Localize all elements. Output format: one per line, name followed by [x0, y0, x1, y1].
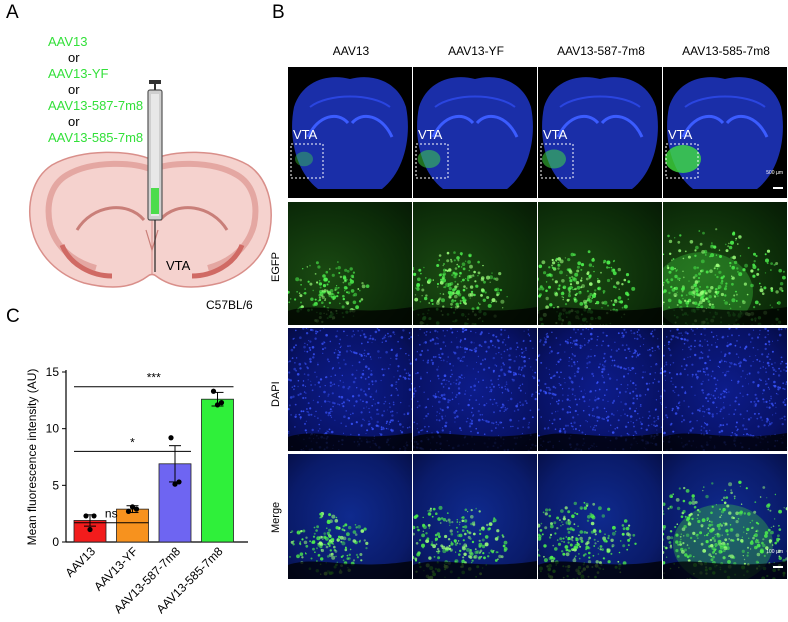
brain-section-2: VTA	[413, 67, 537, 198]
merge-image-3	[538, 454, 662, 579]
panel-label-c: C	[6, 306, 20, 327]
bar	[201, 398, 234, 543]
column-header-aav13-585: AAV13-585-7m8	[682, 44, 770, 58]
y-axis-label: Mean fluorescence intensity (AU)	[25, 369, 39, 546]
scale-bar-label: 100 µm	[766, 549, 783, 555]
panel-label-b: B	[272, 2, 285, 23]
row-label-egfp: EGFP	[270, 252, 282, 282]
merge-image-4: 100 µm	[663, 454, 787, 579]
vector-label-aav13: AAV13	[48, 34, 88, 49]
vector-label-aav13-yf: AAV13-YF	[48, 66, 109, 81]
merge-image-1	[288, 454, 412, 579]
scale-bar-label: 500 µm	[766, 170, 783, 176]
scale-bar: 500 µm	[766, 170, 783, 194]
data-point	[91, 513, 97, 519]
fluorescence-bar-chart: 0 5 10 15 Mean fluorescence intensity (AU) AA…	[25, 365, 248, 616]
column-header-aav13: AAV13	[332, 44, 370, 58]
dapi-image-2	[413, 328, 537, 451]
column-header-aav13-587: AAV13-587-7m8	[557, 44, 645, 58]
data-point	[210, 388, 217, 394]
column-header-aav13-yf: AAV13-YF	[448, 44, 504, 58]
or-label-1: or	[68, 50, 80, 65]
or-label-2: or	[68, 82, 80, 97]
data-point	[172, 481, 178, 487]
data-point	[83, 513, 89, 519]
brain-section-4: VTA 500 µm	[663, 67, 787, 198]
strain-label: C57BL/6	[206, 298, 253, 312]
dapi-image-4	[663, 328, 787, 451]
significance-label: ns	[105, 507, 118, 521]
data-point	[214, 402, 221, 408]
y-tick-label: 0	[52, 535, 59, 549]
vta-label: VTA	[543, 127, 568, 142]
significance-label: ***	[147, 371, 161, 385]
data-point	[168, 435, 174, 441]
y-tick-label: 15	[46, 365, 60, 379]
egfp-image-2	[413, 202, 537, 325]
x-tick-label: AAV13	[62, 544, 98, 580]
egfp-image-4	[663, 202, 787, 325]
scale-bar: 100 µm	[766, 549, 783, 573]
bar	[116, 508, 149, 543]
merge-image-2	[413, 454, 537, 579]
dapi-image-1	[288, 328, 412, 451]
data-point	[125, 508, 132, 514]
vta-label: VTA	[418, 127, 443, 142]
vector-label-aav13-585: AAV13-585-7m8	[48, 130, 144, 145]
or-label-3: or	[68, 114, 80, 129]
data-point	[133, 506, 140, 512]
data-point	[218, 400, 225, 406]
brain-illustration	[29, 80, 272, 288]
dapi-image-3	[538, 328, 662, 451]
egfp-image-3	[538, 202, 662, 325]
egfp-image-1	[288, 202, 412, 325]
y-tick-label: 10	[46, 422, 60, 436]
data-point	[176, 479, 182, 485]
data-point	[87, 526, 93, 533]
significance-label: *	[130, 435, 135, 449]
y-tick-label: 5	[52, 478, 59, 492]
data-point	[129, 504, 136, 510]
vta-target-label: VTA	[166, 258, 191, 273]
brain-section-3: VTA	[538, 67, 662, 198]
brain-section-1: VTA	[288, 67, 412, 198]
vta-label: VTA	[293, 127, 318, 142]
panel-label-a: A	[6, 2, 19, 23]
vta-label: VTA	[668, 127, 693, 142]
vector-label-aav13-587: AAV13-587-7m8	[48, 98, 144, 113]
